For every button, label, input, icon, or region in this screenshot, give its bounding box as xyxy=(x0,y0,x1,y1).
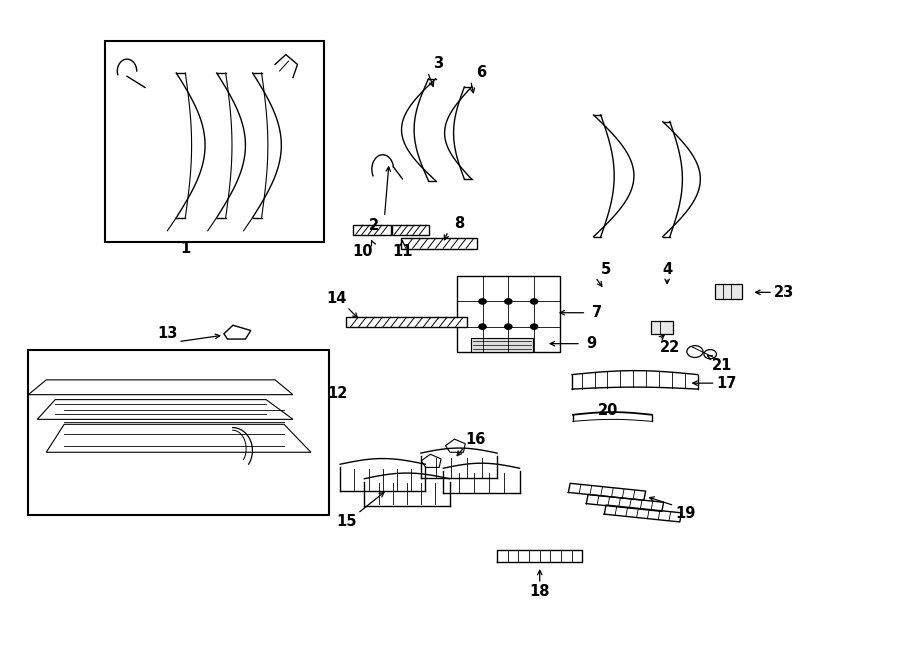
Text: 3: 3 xyxy=(433,56,444,71)
Circle shape xyxy=(505,299,512,304)
Circle shape xyxy=(505,324,512,329)
Text: 21: 21 xyxy=(712,358,732,373)
Text: 11: 11 xyxy=(392,244,413,259)
Polygon shape xyxy=(446,439,465,452)
Text: 5: 5 xyxy=(601,262,611,277)
Polygon shape xyxy=(28,380,293,395)
Polygon shape xyxy=(46,424,310,452)
Text: 19: 19 xyxy=(675,506,696,521)
Bar xyxy=(346,317,467,327)
Polygon shape xyxy=(37,400,293,419)
Text: 14: 14 xyxy=(326,292,346,307)
Text: 4: 4 xyxy=(662,262,672,277)
Circle shape xyxy=(479,324,486,329)
Bar xyxy=(353,225,391,235)
Text: 1: 1 xyxy=(180,241,191,256)
Text: 18: 18 xyxy=(529,584,550,600)
Bar xyxy=(104,41,324,242)
Text: 13: 13 xyxy=(158,327,177,341)
Bar xyxy=(401,239,477,249)
Text: 10: 10 xyxy=(352,244,373,259)
Polygon shape xyxy=(421,454,441,467)
Bar xyxy=(471,338,534,352)
Polygon shape xyxy=(224,325,251,339)
Bar xyxy=(456,276,560,352)
Text: 9: 9 xyxy=(587,336,597,351)
Text: 22: 22 xyxy=(660,340,680,355)
Text: 7: 7 xyxy=(592,305,602,320)
Circle shape xyxy=(530,299,537,304)
Text: 12: 12 xyxy=(328,385,348,401)
Bar xyxy=(392,225,429,235)
Bar xyxy=(651,321,672,334)
Circle shape xyxy=(530,324,537,329)
Text: 17: 17 xyxy=(716,375,736,391)
Circle shape xyxy=(479,299,486,304)
Text: 6: 6 xyxy=(476,65,487,80)
Bar xyxy=(28,350,328,515)
Text: 23: 23 xyxy=(774,285,794,300)
Text: 8: 8 xyxy=(454,215,464,231)
Text: 2: 2 xyxy=(369,217,379,233)
Text: 20: 20 xyxy=(598,403,618,418)
Bar xyxy=(715,284,742,299)
Text: 16: 16 xyxy=(465,432,485,447)
Text: 15: 15 xyxy=(337,514,357,529)
